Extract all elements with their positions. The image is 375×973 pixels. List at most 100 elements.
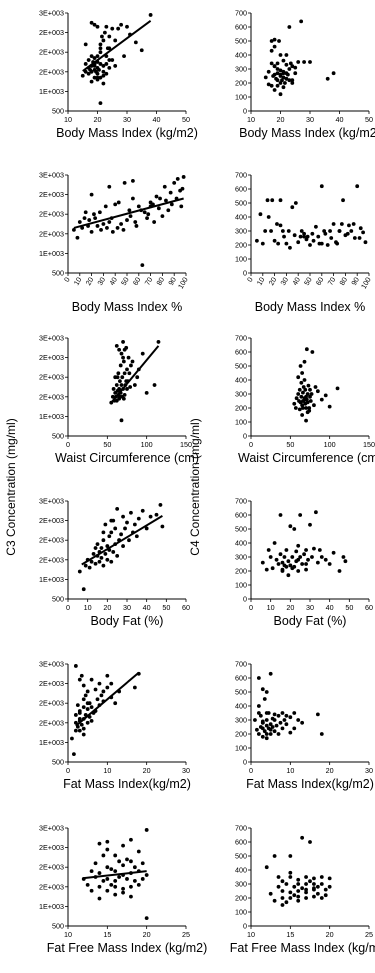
chart-5-data-point bbox=[132, 383, 137, 387]
chart-11-x-axis-label: Fat Free Mass Index (kg/m2) bbox=[47, 941, 207, 955]
chart-2-data-point bbox=[272, 44, 277, 49]
chart-8-data-point bbox=[292, 527, 297, 531]
chart-11-data-point bbox=[132, 865, 137, 870]
chart-11-data-point bbox=[144, 828, 149, 832]
chart-4-data-point bbox=[302, 234, 306, 239]
chart-10-data-point bbox=[292, 726, 297, 731]
chart-12-data-point bbox=[276, 884, 281, 889]
chart-3-data-point bbox=[127, 208, 132, 213]
chart-7-data-point bbox=[140, 508, 145, 513]
chart-4-data-point bbox=[310, 231, 315, 236]
chart-12-data-point bbox=[312, 894, 316, 899]
chart-4-data-point bbox=[328, 229, 332, 233]
chart-11-data-point bbox=[121, 890, 125, 895]
chart-2-x-tick-label: 50 bbox=[365, 115, 373, 124]
chart-11-data-point bbox=[97, 884, 102, 889]
chart-2-data-point bbox=[290, 64, 295, 69]
chart-4-data-point bbox=[341, 198, 345, 203]
chart-12-data-point bbox=[292, 893, 297, 898]
chart-11-y-tick-label: 2E+003 bbox=[39, 843, 64, 852]
chart-10-y-tick-label: 500 bbox=[235, 688, 247, 697]
chart-1-data-point bbox=[92, 64, 97, 68]
chart-4-y-tick-label: 500 bbox=[235, 199, 247, 208]
chart-7-y-tick-label: 2E+003 bbox=[39, 555, 64, 564]
chart-11-data-point bbox=[89, 888, 94, 893]
chart-7-data-point bbox=[144, 526, 149, 531]
chart-1-data-point bbox=[86, 71, 91, 76]
chart-1-data-point bbox=[98, 101, 103, 106]
chart-7-data-point bbox=[91, 552, 96, 556]
chart-7-data-point bbox=[115, 506, 120, 511]
chart-12-data-point bbox=[308, 879, 312, 884]
chart-11-data-point bbox=[93, 861, 98, 866]
chart-2-data-point bbox=[285, 72, 290, 77]
chart-9-data-point bbox=[81, 697, 86, 702]
chart-2-data-point bbox=[278, 81, 283, 85]
chart-1-data-point bbox=[80, 73, 85, 78]
chart-7-data-point bbox=[89, 559, 94, 564]
chart-12-data-point bbox=[319, 882, 324, 886]
chart-12-data-point bbox=[296, 889, 301, 893]
chart-10-x-tick-label: 30 bbox=[365, 766, 373, 775]
chart-2-x-axis-label: Body Mass Index (kg/m2) bbox=[239, 126, 375, 140]
chart-7-data-point bbox=[109, 559, 114, 564]
chart-2-data-point bbox=[308, 60, 312, 64]
chart-12-data-point bbox=[304, 887, 308, 892]
chart-1-data-point bbox=[98, 42, 103, 47]
chart-6-y-tick-label: 0 bbox=[243, 432, 247, 441]
chart-3-data-point bbox=[92, 212, 96, 217]
chart-7-data-point bbox=[77, 569, 82, 574]
chart-7-data-point bbox=[129, 510, 133, 515]
chart-3-data-point bbox=[113, 202, 118, 207]
chart-8-y-tick-label: 200 bbox=[235, 567, 247, 576]
chart-1-data-point bbox=[101, 81, 106, 86]
chart-8-y-tick-label: 100 bbox=[235, 581, 247, 590]
chart-4-data-point bbox=[331, 222, 336, 226]
chart-9-x-tick-label: 20 bbox=[143, 766, 151, 775]
chart-3-data-point bbox=[89, 192, 94, 197]
chart-11-data-point bbox=[129, 884, 133, 889]
chart-8-data-point bbox=[304, 548, 308, 552]
chart-3-data-point bbox=[89, 229, 94, 234]
chart-9-y-tick-label: 1E+003 bbox=[39, 738, 64, 747]
chart-3-data-point bbox=[83, 210, 88, 215]
chart-7-x-tick-label: 50 bbox=[162, 603, 170, 612]
chart-4-data-point bbox=[357, 236, 362, 240]
chart-7-data-point bbox=[127, 538, 131, 543]
chart-9-data-point bbox=[97, 681, 102, 686]
chart-2-data-point bbox=[269, 48, 274, 53]
chart-5-data-point bbox=[152, 383, 157, 387]
chart-6-data-point bbox=[301, 385, 306, 389]
chart-2-data-point bbox=[269, 61, 274, 66]
chart-4-data-point bbox=[351, 222, 356, 226]
chart-10-data-point bbox=[256, 704, 261, 708]
chart-5-y-tick-label: 2E+003 bbox=[39, 353, 64, 362]
chart-10-data-point bbox=[264, 723, 269, 728]
chart-1-data-point bbox=[104, 71, 109, 76]
chart-11-data-point bbox=[101, 879, 106, 883]
chart-1-data-point bbox=[148, 13, 153, 17]
chart-3-data-point bbox=[140, 263, 145, 268]
chart-1-data-point bbox=[83, 69, 88, 74]
chart-2-data-point bbox=[275, 71, 280, 76]
chart-3-data-point bbox=[172, 180, 177, 185]
chart-5-data-point bbox=[119, 418, 124, 423]
chart-6-data-point bbox=[296, 392, 301, 396]
chart-12-data-point bbox=[312, 876, 316, 881]
chart-7-data-point bbox=[81, 587, 86, 592]
chart-8-data-point bbox=[274, 557, 279, 562]
chart-11-data-point bbox=[109, 867, 114, 872]
chart-1-data-point bbox=[116, 26, 121, 31]
chart-4-data-point bbox=[345, 231, 350, 236]
chart-1-data-point bbox=[92, 22, 97, 27]
chart-8-data-point bbox=[270, 566, 275, 571]
chart-4-x-tick-label: 20 bbox=[267, 276, 279, 287]
chart-11-data-point bbox=[121, 843, 125, 848]
chart-10-data-point bbox=[268, 671, 273, 676]
chart-9-data-point bbox=[73, 713, 78, 717]
chart-9-data-point bbox=[113, 701, 118, 706]
chart-11-data-point bbox=[129, 837, 133, 842]
chart-9-data-point bbox=[89, 718, 94, 723]
chart-4-data-point bbox=[282, 234, 286, 239]
